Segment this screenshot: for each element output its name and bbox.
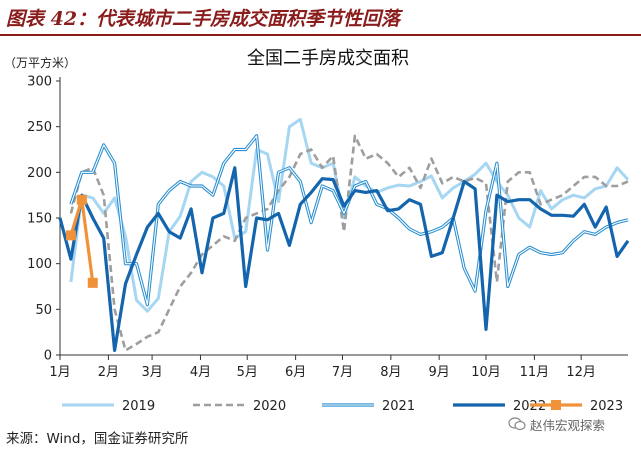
x-tick-label: 3月	[141, 365, 162, 380]
chart-title: 全国二手房成交面积	[247, 48, 409, 69]
series-2023	[65, 194, 98, 288]
series-2019	[69, 117, 630, 313]
watermark: 赵伟宏观探索	[508, 414, 636, 434]
series-layer	[58, 117, 630, 352]
series-line-2022	[58, 166, 630, 352]
y-tick-label: 300	[27, 75, 52, 90]
y-tick-label: 150	[27, 212, 52, 227]
legend-item-2022: 2022	[453, 399, 546, 414]
legend-label-2020: 2020	[253, 399, 286, 414]
x-tick-label: 12月	[566, 365, 596, 380]
y-tick-label: 250	[27, 120, 52, 135]
x-tick-label: 2月	[98, 365, 119, 380]
title-rule	[0, 34, 641, 36]
x-tick-label: 7月	[332, 365, 353, 380]
legend-label-2022: 2022	[513, 399, 546, 414]
y-tick-label: 200	[27, 166, 52, 181]
series-point-2023	[87, 277, 98, 288]
y-tick-label: 100	[27, 257, 52, 272]
x-tick-label: 1月	[49, 365, 70, 380]
series-point-2023	[65, 230, 76, 241]
legend-label-2021: 2021	[382, 399, 415, 414]
legend-item-2020: 2020	[193, 399, 286, 414]
x-tick-label: 10月	[471, 365, 501, 380]
series-point-2023	[76, 194, 87, 205]
x-tick-label: 8月	[380, 365, 401, 380]
wechat-icon	[508, 417, 526, 431]
series-2022	[58, 166, 630, 352]
x-tick-label: 5月	[237, 365, 258, 380]
legend-item-2019: 2019	[62, 399, 155, 414]
figure-title: 图表 42：代表城市二手房成交面积季节性回落	[6, 8, 401, 30]
y-tick-label: 0	[44, 349, 52, 364]
legend-marker-2023	[551, 400, 561, 410]
legend-label-2019: 2019	[122, 399, 155, 414]
x-tick-label: 9月	[428, 365, 449, 380]
x-tick-label: 4月	[190, 365, 211, 380]
source-note: 来源：Wind，国金证券研究所	[6, 431, 189, 447]
y-axis-unit-label: （万平方米）	[4, 55, 76, 70]
legend-item-2021: 2021	[322, 399, 415, 414]
series-2020	[69, 134, 629, 352]
series-line-2020	[69, 134, 629, 352]
y-tick-label: 50	[35, 303, 52, 318]
axes-layer: 0 50 100 150 200 250 300 1月 2月 3月 4月 5月 6月 7月 8月 9月 10月 1…	[27, 75, 628, 380]
x-tick-label: 6月	[285, 365, 306, 380]
series-line-2019	[69, 117, 630, 313]
legend-label-2023: 2023	[590, 399, 623, 414]
x-tick-label: 11月	[520, 365, 550, 380]
legend-layer: 2019 2020 2021 2022 2023	[62, 399, 623, 414]
watermark-text: 赵伟宏观探索	[530, 417, 606, 433]
legend-item-2023: 2023	[530, 399, 623, 414]
